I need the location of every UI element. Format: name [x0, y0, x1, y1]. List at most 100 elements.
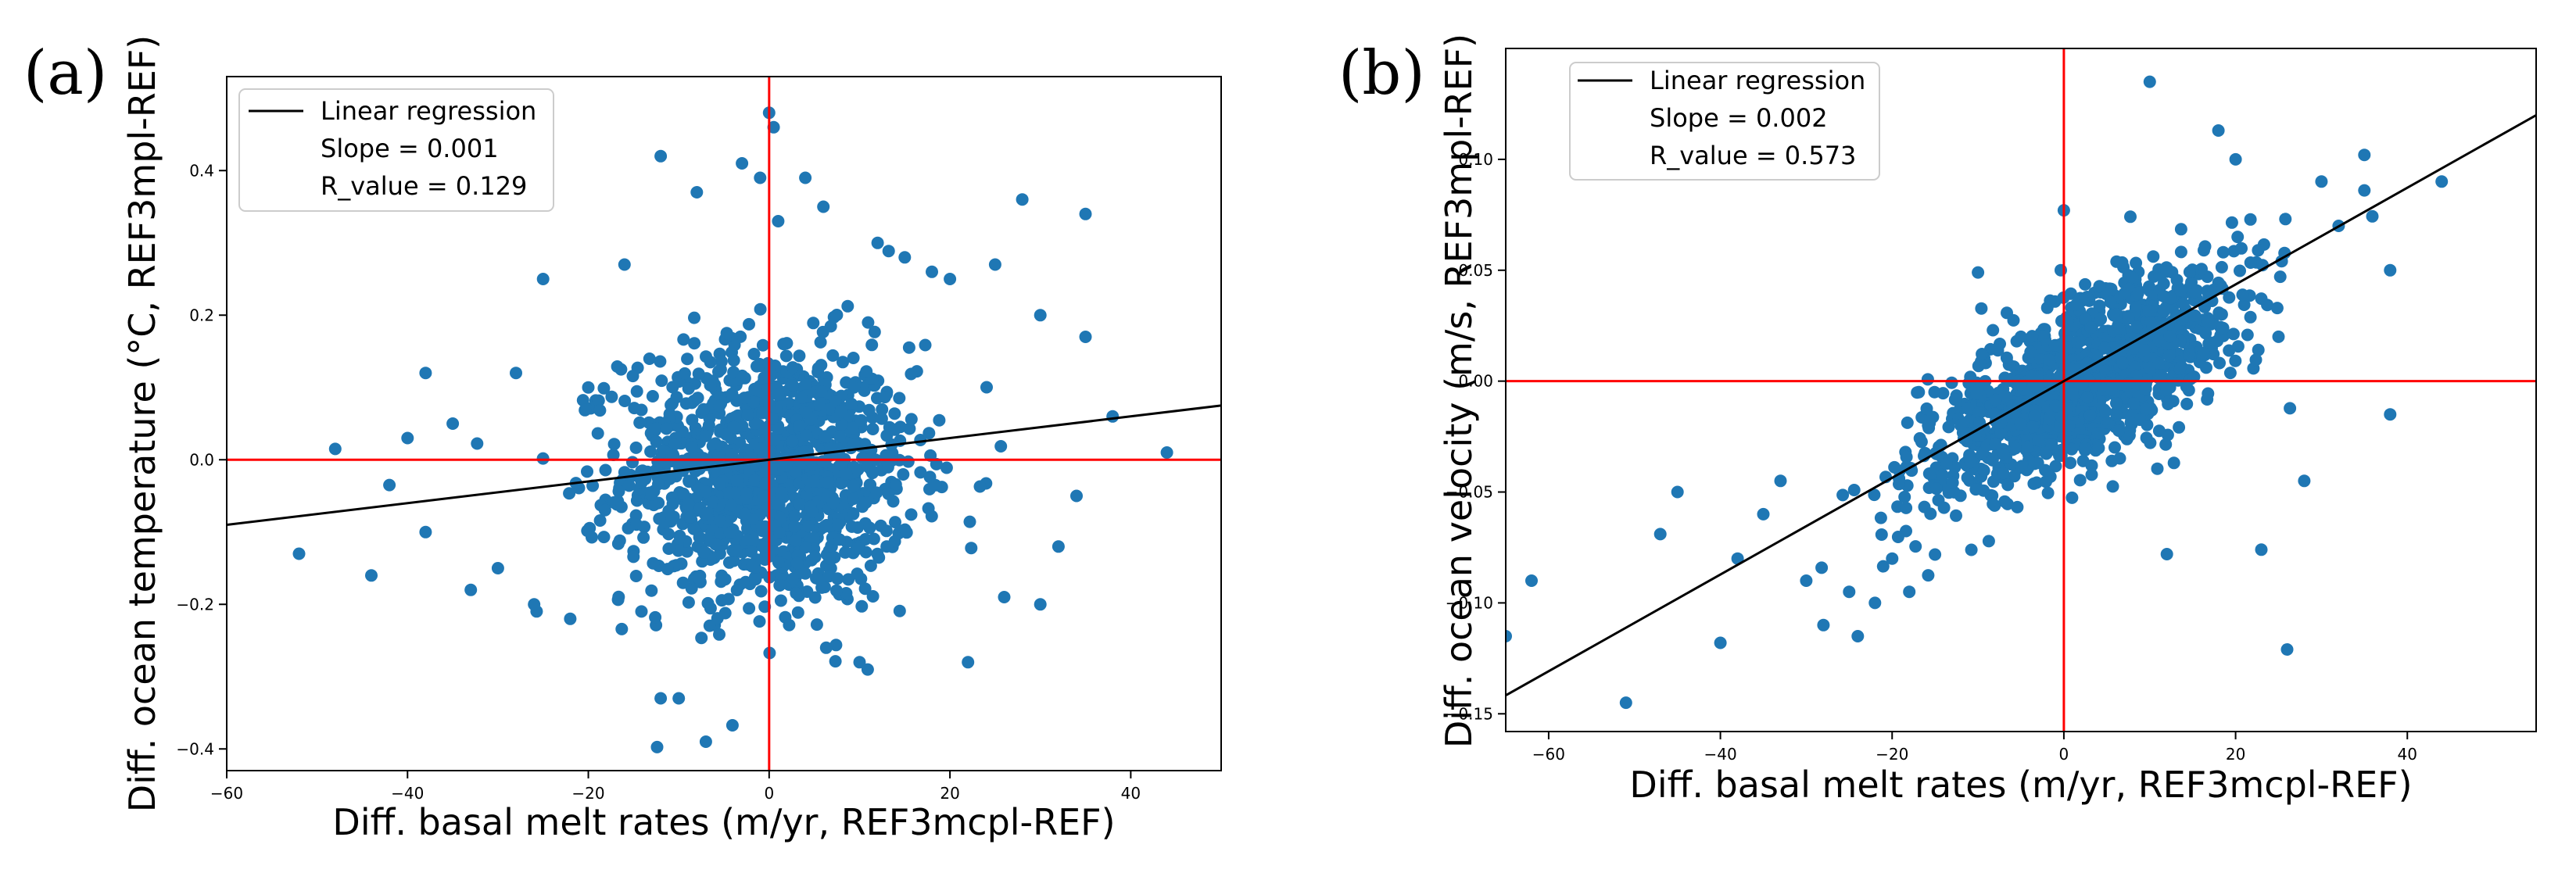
y-axis-label-a: Diff. ocean temperature (°C, REF3mpl-REF… — [121, 35, 163, 812]
scatter-point — [2065, 442, 2078, 456]
scatter-point — [2212, 124, 2225, 137]
scatter-point — [793, 349, 806, 363]
scatter-point — [859, 496, 872, 509]
scatter-point — [699, 485, 712, 499]
scatter-point — [2223, 367, 2237, 380]
scatter-point — [2284, 402, 2297, 415]
scatter-point — [793, 419, 806, 432]
scatter-point — [622, 479, 636, 492]
scatter-point — [2130, 320, 2144, 334]
scatter-point — [829, 655, 842, 668]
scatter-point — [2160, 548, 2173, 560]
scatter-point — [830, 309, 844, 321]
scatter-point — [618, 395, 632, 407]
scatter-point — [2162, 349, 2176, 363]
scatter-point — [826, 349, 840, 362]
scatter-point — [2147, 250, 2160, 263]
scatter-point — [1950, 509, 1962, 522]
scatter-point — [654, 149, 668, 163]
scatter-point — [2055, 410, 2068, 424]
scatter-point — [740, 486, 753, 499]
scatter-point — [2139, 382, 2152, 395]
scatter-point — [1903, 585, 1916, 599]
scatter-point — [772, 215, 785, 227]
y-tick-label: −0.05 — [1446, 483, 1493, 502]
scatter-point — [1940, 457, 1953, 470]
scatter-point — [863, 521, 876, 535]
y-tick-label: −0.2 — [176, 595, 214, 614]
scatter-point — [905, 508, 918, 521]
y-tick-label: −0.4 — [176, 739, 214, 758]
scatter-point — [858, 582, 872, 596]
scatter-point — [820, 519, 833, 531]
scatter-point — [794, 566, 808, 579]
scatter-point — [611, 593, 625, 606]
scatter-point — [1874, 511, 1887, 524]
scatter-point — [786, 379, 799, 392]
scatter-points-a — [292, 106, 1173, 753]
scatter-point — [725, 499, 738, 512]
scatter-point — [2273, 270, 2287, 284]
scatter-point — [870, 486, 883, 499]
scatter-point — [1671, 485, 1684, 499]
scatter-point — [2112, 424, 2126, 437]
scatter-point — [722, 592, 735, 606]
scatter-point — [688, 337, 701, 350]
scatter-point — [704, 602, 717, 615]
scatter-point — [2155, 369, 2168, 382]
scatter-point — [1975, 302, 1988, 315]
scatter-point — [2062, 419, 2076, 432]
scatter-point — [654, 692, 668, 705]
scatter-point — [799, 171, 812, 184]
scatter-point — [605, 390, 618, 403]
scatter-point — [810, 618, 823, 631]
legend-entry-slope-b: Slope = 0.002 — [1650, 103, 1828, 133]
legend-box-b — [1569, 62, 1880, 181]
scatter-point — [2298, 474, 2311, 488]
scatter-point — [831, 518, 844, 531]
scatter-point — [2151, 462, 2164, 475]
y-ticks-b: −0.15 −0.10 −0.05 0.00 0.05 0.10 — [1446, 150, 1506, 723]
scatter-point — [2026, 420, 2039, 434]
scatter-point — [2108, 441, 2121, 454]
scatter-point — [779, 459, 793, 472]
scatter-point — [2024, 345, 2037, 359]
scatter-point — [650, 435, 663, 448]
regression-line — [1506, 114, 2536, 697]
y-axis-label-b: Diff. ocean velocity (m/s, REF3mpl-REF) — [1438, 34, 1480, 748]
scatter-point — [745, 545, 758, 558]
x-ticks-a: −60 −40 −20 0 20 40 — [210, 771, 1141, 803]
scatter-point — [727, 420, 740, 434]
scatter-point — [805, 506, 819, 518]
scatter-point — [841, 299, 854, 313]
scatter-point — [2079, 442, 2092, 455]
scatter-point — [582, 381, 595, 394]
scatter-point — [2241, 328, 2254, 342]
scatter-point — [2124, 210, 2137, 224]
scatter-point — [2187, 285, 2201, 299]
scatter-point — [2237, 299, 2251, 311]
scatter-point — [801, 585, 814, 598]
scatter-point — [882, 488, 895, 500]
scatter-point — [655, 374, 668, 388]
reference-lines-b — [1506, 48, 2536, 732]
scatter-point — [2229, 354, 2242, 367]
scatter-point — [2143, 361, 2156, 374]
scatter-point — [853, 656, 866, 669]
scatter-point — [855, 599, 869, 613]
scatter-point — [767, 120, 780, 134]
scatter-point — [903, 422, 916, 435]
scatter-point — [678, 367, 691, 380]
scatter-point — [799, 378, 812, 392]
scatter-point — [847, 352, 860, 364]
plot-frame-b — [1505, 48, 2537, 732]
scatter-point — [2252, 343, 2265, 356]
scatter-point — [835, 418, 848, 431]
scatter-point — [598, 503, 611, 517]
scatter-point — [2174, 284, 2187, 297]
panel-b: (b) −60 −40 −20 0 20 40 −0.15 −0.10 −0.05 0.00 0.… — [1338, 34, 2537, 806]
scatter-point — [1817, 618, 1830, 631]
scatter-point — [2200, 361, 2212, 374]
scatter-point — [2032, 434, 2045, 447]
scatter-point — [2107, 309, 2120, 322]
